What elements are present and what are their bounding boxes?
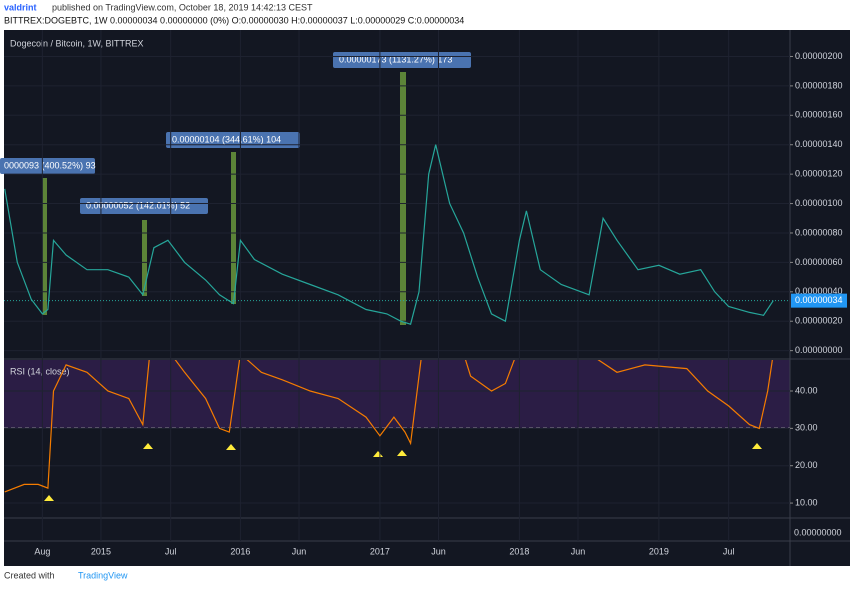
x-tick-label: Jul: [723, 546, 735, 556]
triangle: [226, 444, 236, 450]
published: published on TradingView.com, October 18…: [52, 2, 313, 12]
x-tick-label: 2016: [230, 546, 250, 556]
x-tick-label: Aug: [34, 546, 50, 556]
annotation: 0.00000104 (344.61%) 104: [172, 134, 281, 144]
x-tick-label: 2019: [649, 546, 669, 556]
lower-pane-label: 0.00000000: [794, 527, 842, 537]
author[interactable]: valdrint: [4, 2, 37, 12]
highlight-bar: [400, 72, 406, 325]
y-tick-label: 30.00: [795, 423, 818, 433]
highlight-bar: [231, 152, 236, 304]
y-tick-label: 10.00: [795, 497, 818, 507]
annotation: 0.00000173 (1131.27%) 173: [339, 54, 452, 64]
chart-bg: [4, 30, 850, 566]
annotation: 0000093 (400.52%) 93: [4, 160, 96, 170]
y-tick-label: 0.00000020: [795, 316, 843, 326]
markers: [44, 443, 762, 501]
triangle: [373, 451, 383, 457]
triangle: [752, 443, 762, 449]
rsi-title: RSI (14, close): [10, 366, 70, 376]
y-tick-label: 0.00000080: [795, 227, 843, 237]
x-tick-label: Jun: [431, 546, 446, 556]
y-tick-label: 0.00000180: [795, 80, 843, 90]
y-tick-label: 0.00000160: [795, 110, 843, 120]
y-tick-label: 0.00000140: [795, 139, 843, 149]
x-tick-label: Jun: [292, 546, 307, 556]
highlight-bar: [42, 178, 47, 315]
footer: Created with: [4, 570, 55, 580]
triangle: [143, 443, 153, 449]
annotation-box: [166, 132, 300, 148]
series-line: [4, 144, 774, 325]
rsi-band: [4, 360, 790, 428]
triangle: [397, 450, 407, 456]
highlights: [42, 72, 406, 325]
x-tick-label: 2015: [91, 546, 111, 556]
y-tick-label: 20.00: [795, 460, 818, 470]
last-price-label: 0.00000034: [795, 295, 843, 305]
x-tick-label: 2017: [370, 546, 390, 556]
annotation: 0.00000052 (142.01%) 52: [86, 200, 190, 210]
x-tick-label: 2018: [509, 546, 529, 556]
brand[interactable]: TradingView: [78, 570, 128, 580]
y-tick-label: 0.00000120: [795, 169, 843, 179]
annotation-box: [80, 198, 208, 214]
series-line: [4, 360, 773, 493]
x-tick-label: Jun: [571, 546, 586, 556]
y-tick-label: 0.00000040: [795, 286, 843, 296]
y-tick-label: 0.00000100: [795, 198, 843, 208]
y-tick-label: 0.00000060: [795, 257, 843, 267]
symbol-line: BITTREX:DOGEBTC, 1W 0.00000034 0.0000000…: [4, 15, 464, 25]
highlight-bar: [142, 220, 147, 296]
y-tick-label: 0.00000000: [795, 345, 843, 355]
last-price-box: [791, 293, 847, 308]
y-tick-label: 40.00: [795, 385, 818, 395]
y-tick-label: 0.00000200: [795, 51, 843, 61]
chart-title: Dogecoin / Bitcoin, 1W, BITTREX: [10, 38, 144, 48]
triangle: [44, 495, 54, 501]
annotation-box: [0, 158, 95, 174]
x-tick-label: Jul: [165, 546, 177, 556]
